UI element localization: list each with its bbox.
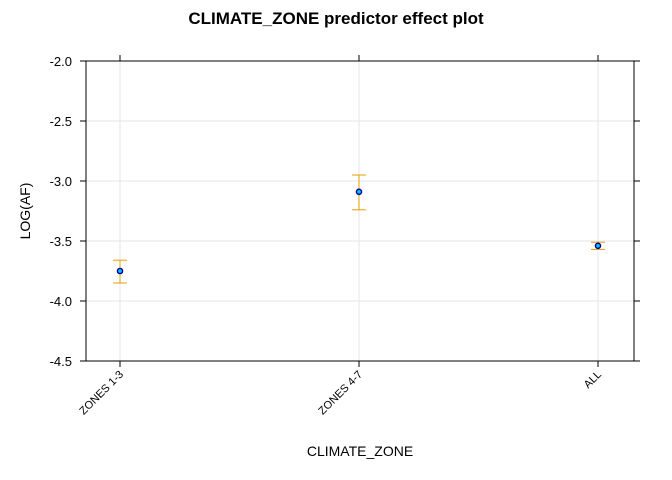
- plot-frame: [85, 60, 635, 362]
- y-tick-label: -2.5: [50, 114, 72, 129]
- x-axis-label: CLIMATE_ZONE: [307, 443, 413, 459]
- grid: [86, 60, 634, 362]
- y-tick-label: -4.0: [50, 294, 72, 309]
- x-tick-label: ALL: [582, 369, 604, 391]
- y-tick-label: -2.0: [50, 54, 72, 69]
- data-points: [116, 188, 602, 275]
- x-tick-label: ZONES 1-3: [77, 369, 126, 418]
- y-tick-label: -3.5: [50, 234, 72, 249]
- y-tick-label: -4.5: [50, 354, 72, 369]
- data-point-3: [594, 242, 602, 250]
- x-tick-label: ZONES 4-7: [316, 369, 365, 418]
- y-axis-ticks: -2.0 -2.5 -3.0 -3.5 -4.0 -4.5: [50, 54, 640, 369]
- y-axis-label: LOG(AF): [17, 183, 33, 240]
- y-tick-label: -3.0: [50, 174, 72, 189]
- x-axis-ticks: ZONES 1-3 ZONES 4-7 ALL: [77, 55, 604, 417]
- chart-title: CLIMATE_ZONE predictor effect plot: [188, 9, 484, 28]
- data-point-2: [355, 188, 363, 196]
- data-point-1: [116, 267, 124, 275]
